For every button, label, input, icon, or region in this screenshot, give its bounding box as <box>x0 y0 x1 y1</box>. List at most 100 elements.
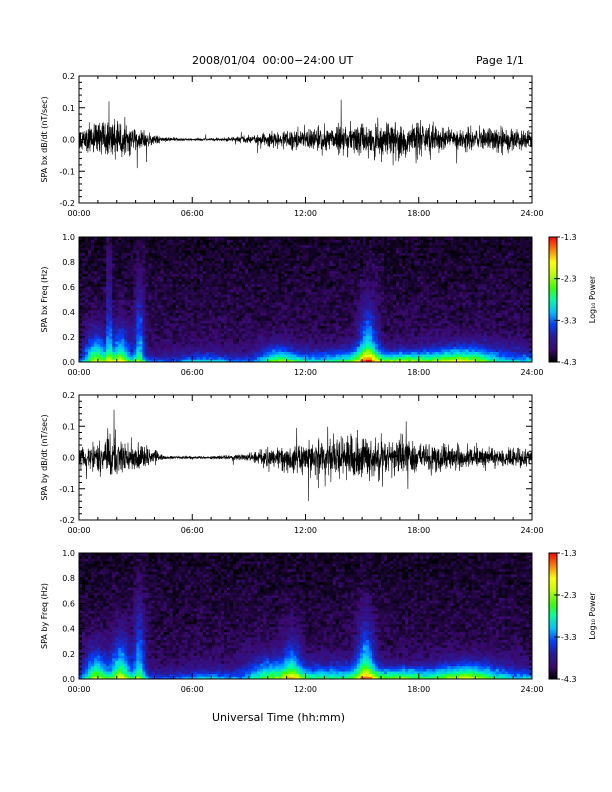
spectrogram-cell <box>202 265 207 269</box>
spectrogram-cell <box>178 309 183 313</box>
spectrogram-cell <box>353 359 358 363</box>
spectrogram-cell <box>100 250 104 254</box>
spectrogram-cell <box>226 346 231 350</box>
spectrogram-cell <box>233 296 237 300</box>
spectrogram-cell <box>341 330 346 334</box>
spectrogram-cell <box>130 255 134 259</box>
spectrogram-cell <box>239 278 243 282</box>
spectrogram-cell <box>377 247 382 251</box>
spectrogram-cell <box>130 270 134 274</box>
spectrogram-cell <box>329 270 334 274</box>
spectrogram-cell <box>181 335 186 339</box>
spectrogram-cell <box>133 276 137 280</box>
spectrogram-cell <box>181 281 186 285</box>
spectrogram-cell <box>272 315 276 319</box>
spectrogram-cell <box>374 330 379 334</box>
spectrogram-cell <box>320 252 325 256</box>
spectrogram-cell <box>299 281 303 285</box>
spectrogram-cell <box>136 325 140 329</box>
spectrogram-cell <box>166 325 170 329</box>
spectrogram-cell <box>296 330 300 334</box>
spectrogram-cell <box>97 242 101 246</box>
spectrogram-cell <box>344 309 349 313</box>
spectrogram-cell <box>115 356 119 360</box>
spectrogram-cell <box>320 328 325 332</box>
spectrogram-cell <box>377 302 382 306</box>
spectrogram-cell <box>251 354 255 358</box>
spectrogram-cell <box>296 341 300 345</box>
spectrogram-cell <box>260 237 264 240</box>
spectrogram-cell <box>233 263 237 267</box>
spectrogram-cell <box>106 252 110 256</box>
spectrogram-cell <box>112 278 116 282</box>
spectrogram-cell <box>266 289 270 293</box>
spectrogram-cell <box>230 322 234 326</box>
spectrogram-cell <box>133 242 137 246</box>
spectrogram-cell <box>239 354 243 358</box>
spectrogram-cell <box>139 278 143 282</box>
spectrogram-cell <box>112 260 116 264</box>
spectrogram-cell <box>332 273 337 277</box>
spectrogram-cell <box>181 237 186 240</box>
spectrogram-cell <box>202 322 207 326</box>
spectrogram-cell <box>308 276 312 280</box>
spectrogram-cell <box>103 309 107 313</box>
spectrogram-cell <box>112 359 116 363</box>
spectrogram-cell <box>359 333 364 337</box>
spectrogram-cell <box>145 338 149 342</box>
spectrogram-cell <box>163 330 167 334</box>
spectrogram-cell <box>323 348 328 352</box>
spectrogram-cell <box>287 250 291 254</box>
spectrogram-cell <box>127 265 131 269</box>
spectrogram-cell <box>142 346 146 350</box>
spectrogram-cell <box>329 359 334 363</box>
spectrogram-cell <box>199 317 204 321</box>
spectrogram-cell <box>239 330 243 334</box>
spectrogram-cell <box>299 268 303 272</box>
spectrogram-cell <box>287 270 291 274</box>
spectrogram-cell <box>293 286 297 290</box>
spectrogram-cell <box>251 278 255 282</box>
spectrogram-cell <box>335 268 340 272</box>
spectrogram-cell <box>166 312 170 316</box>
spectrogram-cell <box>115 286 119 290</box>
spectrogram-cell <box>85 242 89 246</box>
spectrogram-cell <box>112 307 116 311</box>
spectrogram-cell <box>166 263 170 267</box>
spectrogram-cell <box>287 265 291 269</box>
spectrogram-cell <box>266 283 270 287</box>
spectrogram-cell <box>296 343 300 347</box>
spectrogram-cell <box>329 315 334 319</box>
spectrogram-cell <box>127 317 131 321</box>
spectrogram-cell <box>181 304 186 308</box>
spectrogram-cell <box>100 244 104 248</box>
spectrogram-cell <box>314 281 318 285</box>
spectrogram-cell <box>341 302 346 306</box>
spectrogram-cell <box>181 302 186 306</box>
spectrogram-cell <box>341 283 346 287</box>
spectrogram-cell <box>284 278 288 282</box>
spectrogram-cell <box>269 296 273 300</box>
spectrogram-cell <box>269 286 273 290</box>
spectrogram-cell <box>115 244 119 248</box>
spectrogram-cell <box>112 270 116 274</box>
spectrogram-cell <box>202 302 207 306</box>
spectrogram-cell <box>317 338 321 342</box>
spectrogram-cell <box>308 328 312 332</box>
spectrogram-cell <box>257 328 261 332</box>
spectrogram-cell <box>103 289 107 293</box>
spectrogram-cell <box>251 328 255 332</box>
spectrogram-cell <box>347 346 352 350</box>
spectrogram-cell <box>371 239 376 243</box>
spectrogram-cell <box>133 296 137 300</box>
spectrogram-cell <box>181 260 186 264</box>
spectrogram-cell <box>205 359 210 363</box>
spectrogram-cell <box>275 257 279 261</box>
spectrogram-cell <box>257 354 261 358</box>
spectrogram-cell <box>332 335 337 339</box>
spectrogram-cell <box>254 265 258 269</box>
spectrogram-cell <box>193 291 198 295</box>
spectrogram-cell <box>226 341 231 345</box>
spectrogram-cell <box>314 359 318 363</box>
spectrogram-cell <box>166 328 170 332</box>
